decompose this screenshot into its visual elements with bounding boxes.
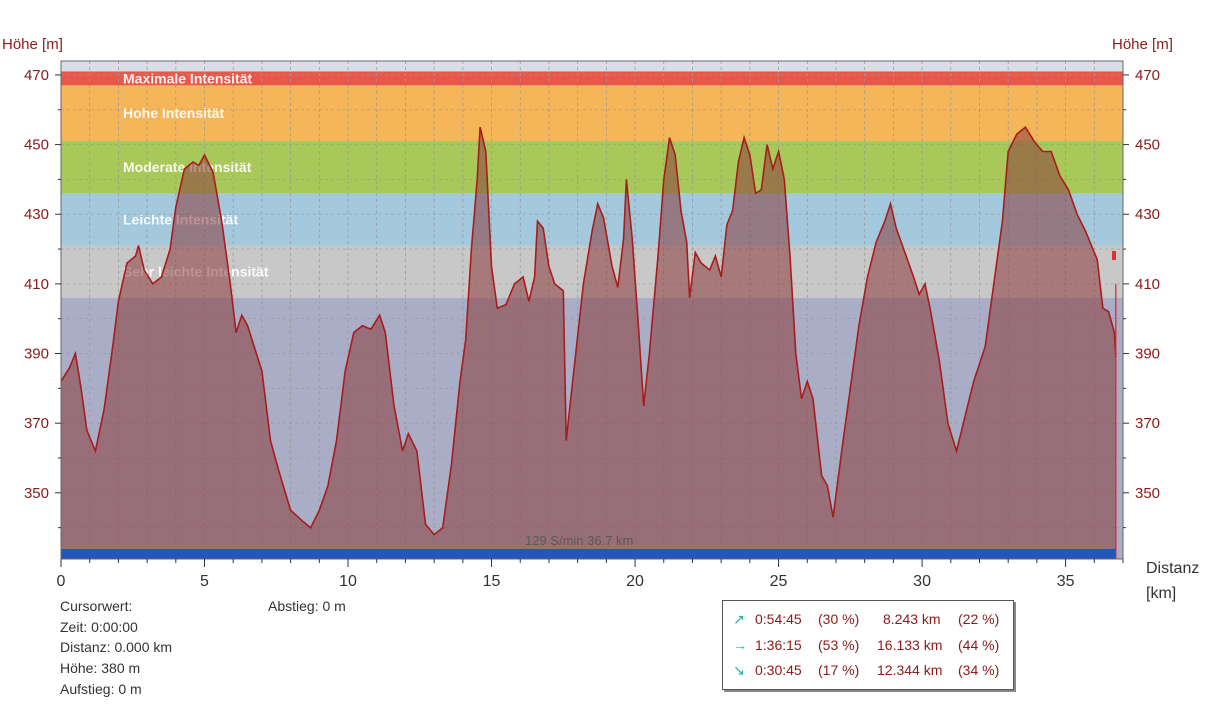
x-axis-title-label: Distanz [1146,560,1200,577]
x-tick-label: 10 [339,573,357,590]
x-tick-label: 5 [200,573,209,590]
y-tick-label-left: 410 [24,276,49,293]
x-tick-label: 0 [57,573,66,590]
x-tick-label: 20 [626,573,644,590]
cursor-descent: Abstieg: 0 m [268,598,346,614]
cursor-time: Zeit: 0:00:00 [60,619,138,635]
intensity-zone-band [61,141,1123,194]
intensity-zone-label: Hohe Intensität [123,105,224,121]
intensity-zone-label: Maximale Intensität [123,70,252,86]
cursor-ascent: Aufstieg: 0 m [60,681,142,697]
summary-time-pct: (30 %) [818,611,860,627]
arrow-right-icon: → [733,637,747,653]
y-tick-label-right: 370 [1135,415,1160,432]
x-tick-label: 30 [913,573,931,590]
summary-time: 0:30:45 [755,662,802,678]
y-tick-label-left: 350 [24,485,49,502]
y-tick-label-left: 390 [24,346,49,363]
y-tick-label-right: 390 [1135,346,1160,363]
x-axis-title: Distanz [km] [1146,556,1199,606]
y-tick-label-left: 370 [24,415,49,432]
arrow-down-right-icon: ↘ [733,662,745,678]
bottom-track-bar [61,549,1116,559]
summary-distance: 16.133 km [877,637,943,653]
x-tick-label: 25 [770,573,788,590]
y-axis-title-left: Höhe [m] [2,36,63,53]
summary-row-flat: → 1:36:15 (53 %) 16.133 km (44 %) [723,637,1013,657]
y-tick-label-left: 430 [24,206,49,223]
x-tick-label: 35 [1057,573,1075,590]
y-tick-label-right: 470 [1135,67,1160,84]
chart-annotation: 129 S/min 36.7 km [525,533,633,548]
cursor-height: Höhe: 380 m [60,660,141,676]
cursor-marker [1112,251,1116,260]
y-tick-label-left: 470 [24,67,49,84]
arrow-up-right-icon: ↗ [733,611,745,627]
x-tick-label: 15 [483,573,501,590]
summary-time: 1:36:15 [755,637,802,653]
plot-border [60,60,1124,560]
x-axis-title-unit: [km] [1146,585,1177,602]
summary-row-descent: ↘ 0:30:45 (17 %) 12.344 km (34 %) [723,662,1013,682]
elevation-line [60,126,1117,536]
y-tick-label-right: 450 [1135,137,1160,154]
summary-time: 0:54:45 [755,611,802,627]
summary-row-ascent: ↗ 0:54:45 (30 %) 8.243 km (22 %) [723,611,1013,631]
y-tick-label-right: 410 [1135,276,1160,293]
cursor-label: Cursorwert: [60,598,133,614]
y-tick-label-right: 350 [1135,485,1160,502]
elevation-area [61,127,1116,559]
summary-time-pct: (53 %) [818,637,860,653]
intensity-zone-band [61,85,1123,142]
summary-distance: 12.344 km [877,662,943,678]
y-tick-label-right: 430 [1135,206,1160,223]
summary-distance-pct: (22 %) [958,611,1000,627]
summary-distance: 8.243 km [883,611,941,627]
y-tick-label-left: 450 [24,137,49,154]
summary-distance-pct: (34 %) [958,662,1000,678]
summary-time-pct: (17 %) [818,662,860,678]
y-axis-title-right: Höhe [m] [1112,36,1173,53]
cursor-distance: Distanz: 0.000 km [60,639,173,655]
summary-distance-pct: (44 %) [958,637,1000,653]
slope-summary-box: ↗ 0:54:45 (30 %) 8.243 km (22 %) → 1:36:… [722,600,1014,690]
